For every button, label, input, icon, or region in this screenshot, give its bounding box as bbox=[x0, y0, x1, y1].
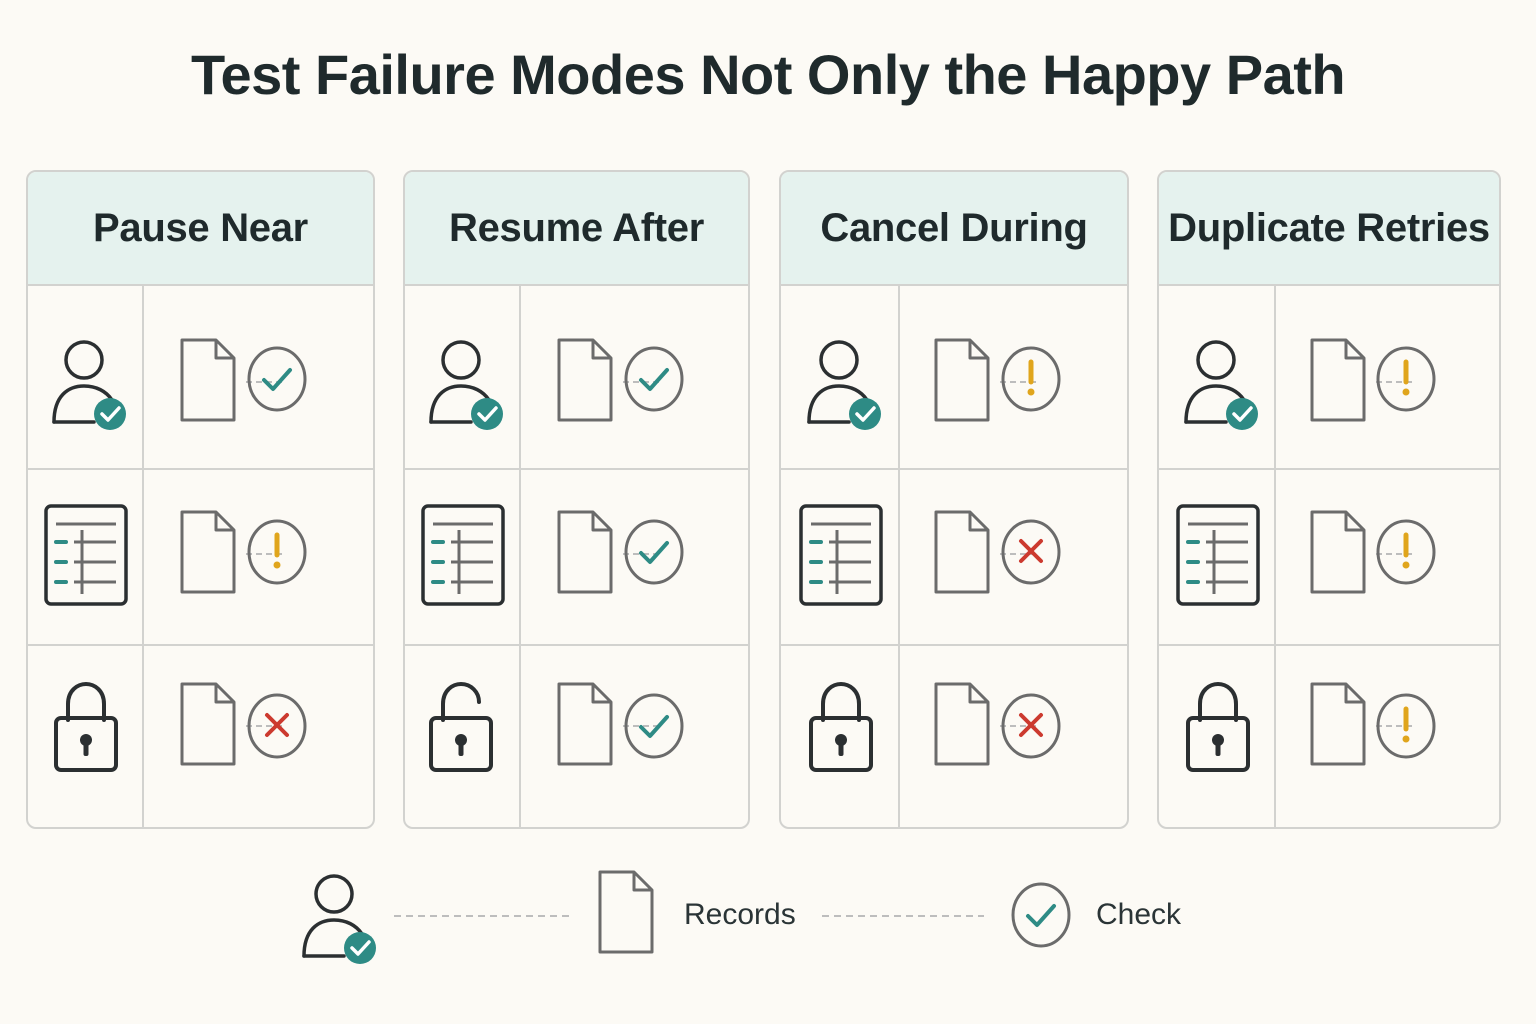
panel-body bbox=[28, 286, 373, 827]
warning-circle-icon bbox=[1375, 346, 1437, 412]
lock-closed-icon bbox=[54, 680, 120, 772]
list-document-icon bbox=[44, 504, 128, 606]
panel-header: Pause Near bbox=[28, 172, 373, 286]
lock-closed-icon bbox=[1186, 680, 1252, 772]
error-circle-icon bbox=[246, 693, 308, 759]
document-icon bbox=[557, 682, 707, 766]
user-check-icon bbox=[805, 336, 885, 432]
legend-records-label: Records bbox=[684, 898, 796, 931]
check-circle-icon bbox=[246, 346, 308, 412]
panel-header: Duplicate Retries bbox=[1159, 172, 1499, 286]
panel-duplicate-retries: Duplicate Retries bbox=[1157, 170, 1501, 829]
document-icon bbox=[180, 338, 330, 422]
panel-body bbox=[781, 286, 1127, 827]
check-circle-icon bbox=[623, 346, 685, 412]
legend-check-label: Check bbox=[1096, 898, 1182, 931]
check-circle-icon bbox=[623, 693, 685, 759]
document-icon bbox=[557, 510, 707, 594]
legend-connector bbox=[822, 915, 984, 917]
error-circle-icon bbox=[1000, 519, 1062, 585]
error-circle-icon bbox=[1000, 693, 1062, 759]
user-check-icon bbox=[427, 336, 507, 432]
panel-body bbox=[405, 286, 748, 827]
lock-open-icon bbox=[429, 680, 495, 772]
warning-circle-icon bbox=[246, 519, 308, 585]
list-document-icon bbox=[799, 504, 883, 606]
check-circle-icon bbox=[1010, 882, 1072, 948]
check-circle-icon bbox=[623, 519, 685, 585]
document-icon bbox=[598, 870, 656, 954]
warning-circle-icon bbox=[1375, 693, 1437, 759]
document-icon bbox=[557, 338, 707, 422]
panel-header: Resume After bbox=[405, 172, 748, 286]
warning-circle-icon bbox=[1375, 519, 1437, 585]
panel-resume-after: Resume After bbox=[403, 170, 750, 829]
user-check-icon bbox=[1182, 336, 1262, 432]
panel-pause-near: Pause Near bbox=[26, 170, 375, 829]
lock-closed-icon bbox=[809, 680, 875, 772]
list-document-icon bbox=[421, 504, 505, 606]
user-check-icon bbox=[50, 336, 130, 432]
panel-cancel-during: Cancel During bbox=[779, 170, 1129, 829]
legend-connector bbox=[394, 915, 570, 917]
warning-circle-icon bbox=[1000, 346, 1062, 412]
user-check-icon bbox=[300, 870, 380, 966]
list-document-icon bbox=[1176, 504, 1260, 606]
panel-header: Cancel During bbox=[781, 172, 1127, 286]
page-title: Test Failure Modes Not Only the Happy Pa… bbox=[190, 43, 1346, 106]
panel-body bbox=[1159, 286, 1499, 827]
